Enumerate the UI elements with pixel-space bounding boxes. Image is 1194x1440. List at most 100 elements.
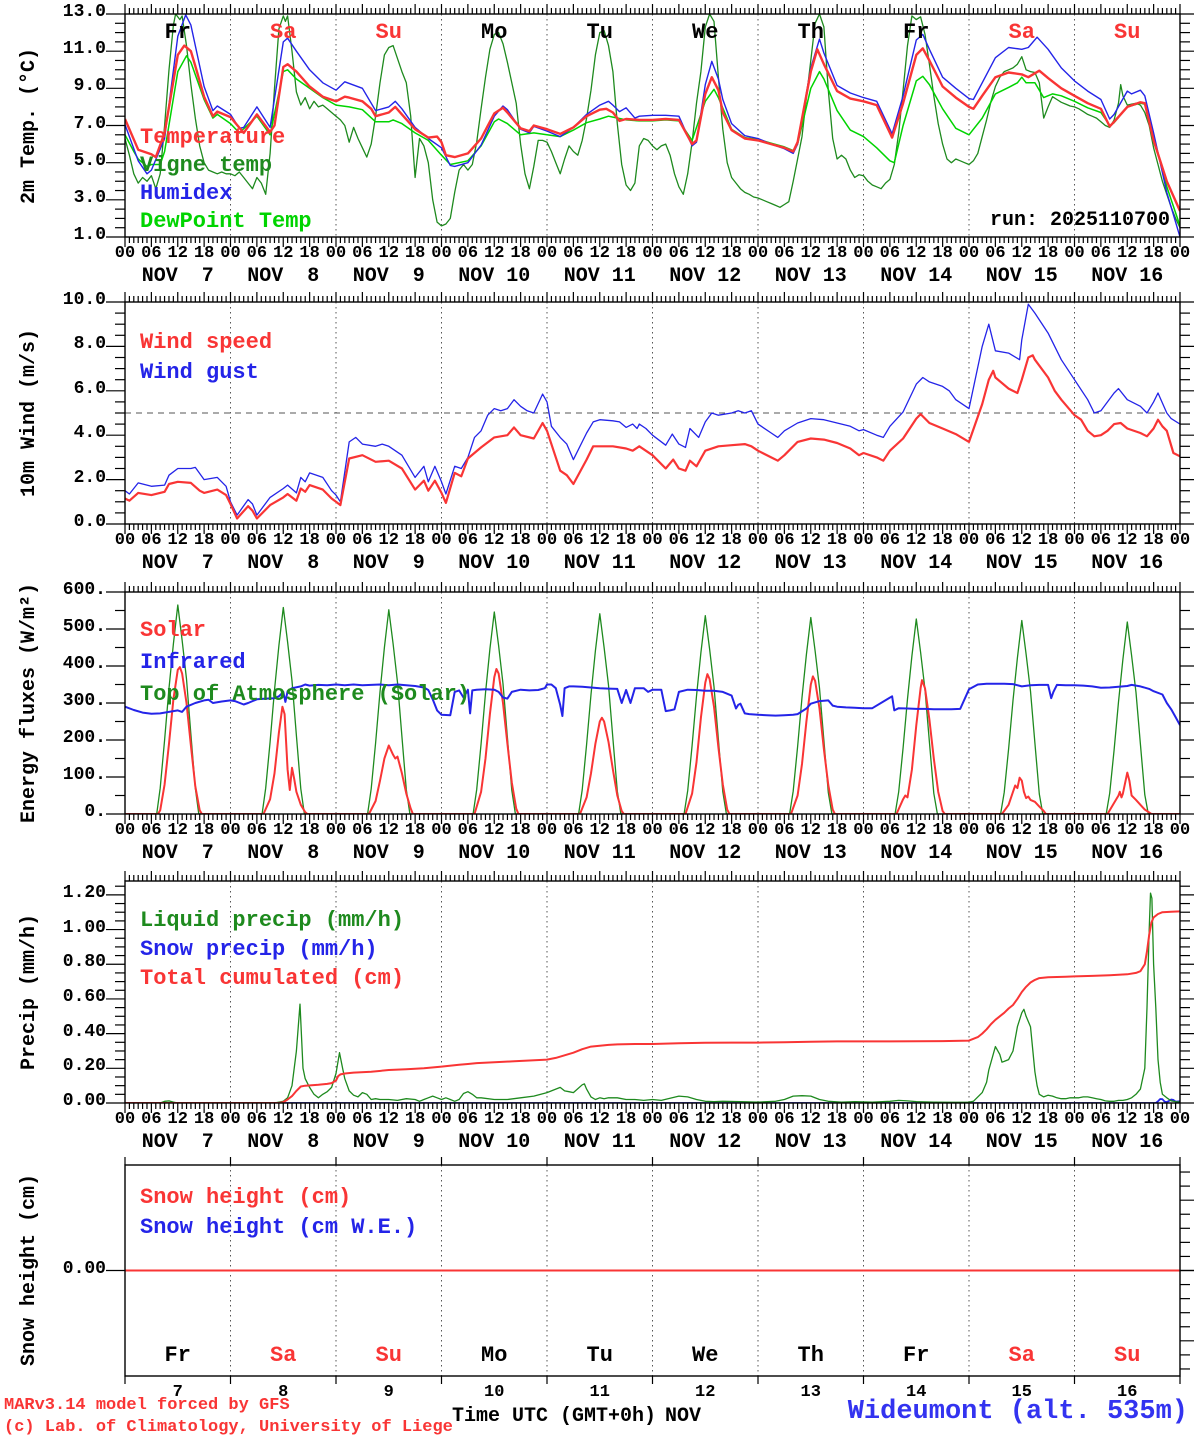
x-hour-label: 00 — [114, 1110, 136, 1129]
x-hour-label: 00 — [536, 821, 558, 840]
x-hour-label: 12 — [589, 531, 610, 550]
x-hour-label: 12 — [800, 531, 821, 550]
x-hour-label: 18 — [1143, 821, 1164, 840]
y-tick-label: 13.0 — [62, 2, 106, 22]
x-hour-label: 18 — [510, 1110, 531, 1129]
x-day-label: NOV 13 — [774, 842, 847, 865]
x-day-label: NOV 14 — [880, 552, 953, 575]
series-wind-speed — [125, 354, 1180, 520]
x-hour-label: 12 — [1117, 244, 1138, 263]
x-day-label: NOV 16 — [1091, 842, 1164, 865]
y-tick-label: 100. — [62, 765, 106, 785]
x-hour-label: 18 — [1037, 244, 1059, 263]
x-hour-label: 18 — [193, 821, 215, 840]
x-day-label: NOV 10 — [458, 842, 531, 865]
x-day-label: NOV 11 — [563, 265, 636, 288]
footer-credit-model: MARv3.14 model forced by GFS — [4, 1396, 290, 1415]
y-tick-label: 9.0 — [73, 76, 106, 97]
dow-label-su: Su — [375, 1343, 402, 1368]
x-day-label: NOV 15 — [985, 265, 1058, 288]
x-hour-label: 06 — [563, 821, 584, 840]
x-hour-label: 06 — [1090, 1110, 1112, 1129]
x-daynum-label: 7 — [172, 1383, 183, 1402]
x-day-label: NOV 11 — [563, 552, 636, 575]
dow-label-we: We — [692, 1343, 719, 1368]
legend-total-cumulated-cm: Total cumulated (cm) — [140, 966, 405, 991]
dow-label-sa: Sa — [1008, 20, 1035, 45]
x-hour-label: 12 — [1117, 1110, 1138, 1129]
x-hour-label: 00 — [958, 244, 980, 263]
x-ticks — [124, 1157, 1181, 1384]
x-hour-label: 18 — [1037, 531, 1059, 550]
plot-frame — [124, 880, 1181, 1104]
x-hour-label: 18 — [826, 244, 848, 263]
y-tick-label: 0.20 — [62, 1056, 106, 1077]
y-tick-label: 6.0 — [73, 378, 106, 399]
x-day-label: NOV 12 — [669, 552, 742, 575]
x-hour-label: 18 — [510, 531, 531, 550]
x-hour-label: 00 — [1169, 244, 1191, 263]
x-hour-label: 18 — [299, 1110, 320, 1129]
x-daynum-label: 12 — [695, 1383, 716, 1402]
x-hour-label: 18 — [1143, 1110, 1164, 1129]
y-tick-label: 3.0 — [73, 187, 106, 208]
dow-label-su: Su — [375, 20, 402, 45]
series-snow-precip — [125, 1098, 1180, 1103]
x-hour-label: 06 — [141, 1110, 162, 1129]
chart-fluxes — [106, 582, 1194, 824]
x-hour-label: 00 — [1169, 1110, 1191, 1129]
x-hour-label: 12 — [378, 531, 399, 550]
x-hour-label: 00 — [536, 531, 558, 550]
x-daynum-label: 13 — [800, 1383, 821, 1402]
legend-infrared: Infrared — [140, 650, 246, 675]
x-hour-label: 00 — [1064, 531, 1085, 550]
x-hour-label: 12 — [378, 244, 399, 263]
y-tick-label: 8.0 — [73, 334, 106, 355]
x-day-label: NOV 9 — [352, 552, 425, 575]
x-hour-label: 12 — [273, 1110, 294, 1129]
x-hour-label: 06 — [668, 531, 690, 550]
x-hour-label: 06 — [774, 531, 795, 550]
x-hour-label: 00 — [1064, 821, 1085, 840]
x-hour-label: 12 — [695, 821, 716, 840]
x-hour-label: 12 — [1117, 821, 1138, 840]
x-hour-label: 18 — [615, 244, 637, 263]
x-hour-label: 00 — [642, 1110, 663, 1129]
dow-label-su: Su — [1114, 1343, 1141, 1368]
x-hour-label: 00 — [114, 821, 136, 840]
y-tick-label: 400. — [62, 654, 106, 674]
dow-label-su: Su — [1114, 20, 1141, 45]
x-hour-label: 00 — [747, 1110, 769, 1129]
legend-wind-speed: Wind speed — [140, 330, 273, 355]
x-day-label: NOV 12 — [669, 265, 742, 288]
dow-label-th: Th — [797, 1343, 824, 1368]
x-day-label: NOV 11 — [563, 1131, 636, 1154]
dow-label-sa: Sa — [1008, 1343, 1035, 1368]
x-day-label: NOV 7 — [141, 842, 214, 865]
x-hour-label: 00 — [536, 1110, 558, 1129]
y-tick-label: 5.0 — [73, 150, 106, 171]
x-hour-label: 12 — [273, 531, 294, 550]
x-hour-label: 06 — [879, 821, 901, 840]
dow-label-tu: Tu — [586, 20, 613, 45]
x-hour-label: 06 — [563, 1110, 584, 1129]
x-hour-label: 06 — [457, 821, 479, 840]
x-day-label: NOV 16 — [1091, 265, 1164, 288]
x-hour-label: 18 — [615, 1110, 637, 1129]
x-ticks — [124, 292, 1181, 534]
x-day-label: NOV 13 — [774, 1131, 847, 1154]
x-hour-label: 00 — [325, 821, 347, 840]
x-daynum-label: 10 — [484, 1383, 505, 1402]
x-hour-label: 06 — [1090, 821, 1112, 840]
x-hour-label: 06 — [352, 244, 373, 263]
x-hour-label: 00 — [642, 821, 663, 840]
x-hour-label: 18 — [1037, 1110, 1059, 1129]
x-day-label: NOV 13 — [774, 265, 847, 288]
x-day-label: NOV 14 — [880, 1131, 953, 1154]
x-hour-label: 18 — [615, 821, 637, 840]
x-hour-label: 06 — [985, 1110, 1006, 1129]
x-daynum-label: 16 — [1117, 1383, 1138, 1402]
x-day-label: NOV 16 — [1091, 1131, 1164, 1154]
legend-wind-gust: Wind gust — [140, 360, 259, 385]
